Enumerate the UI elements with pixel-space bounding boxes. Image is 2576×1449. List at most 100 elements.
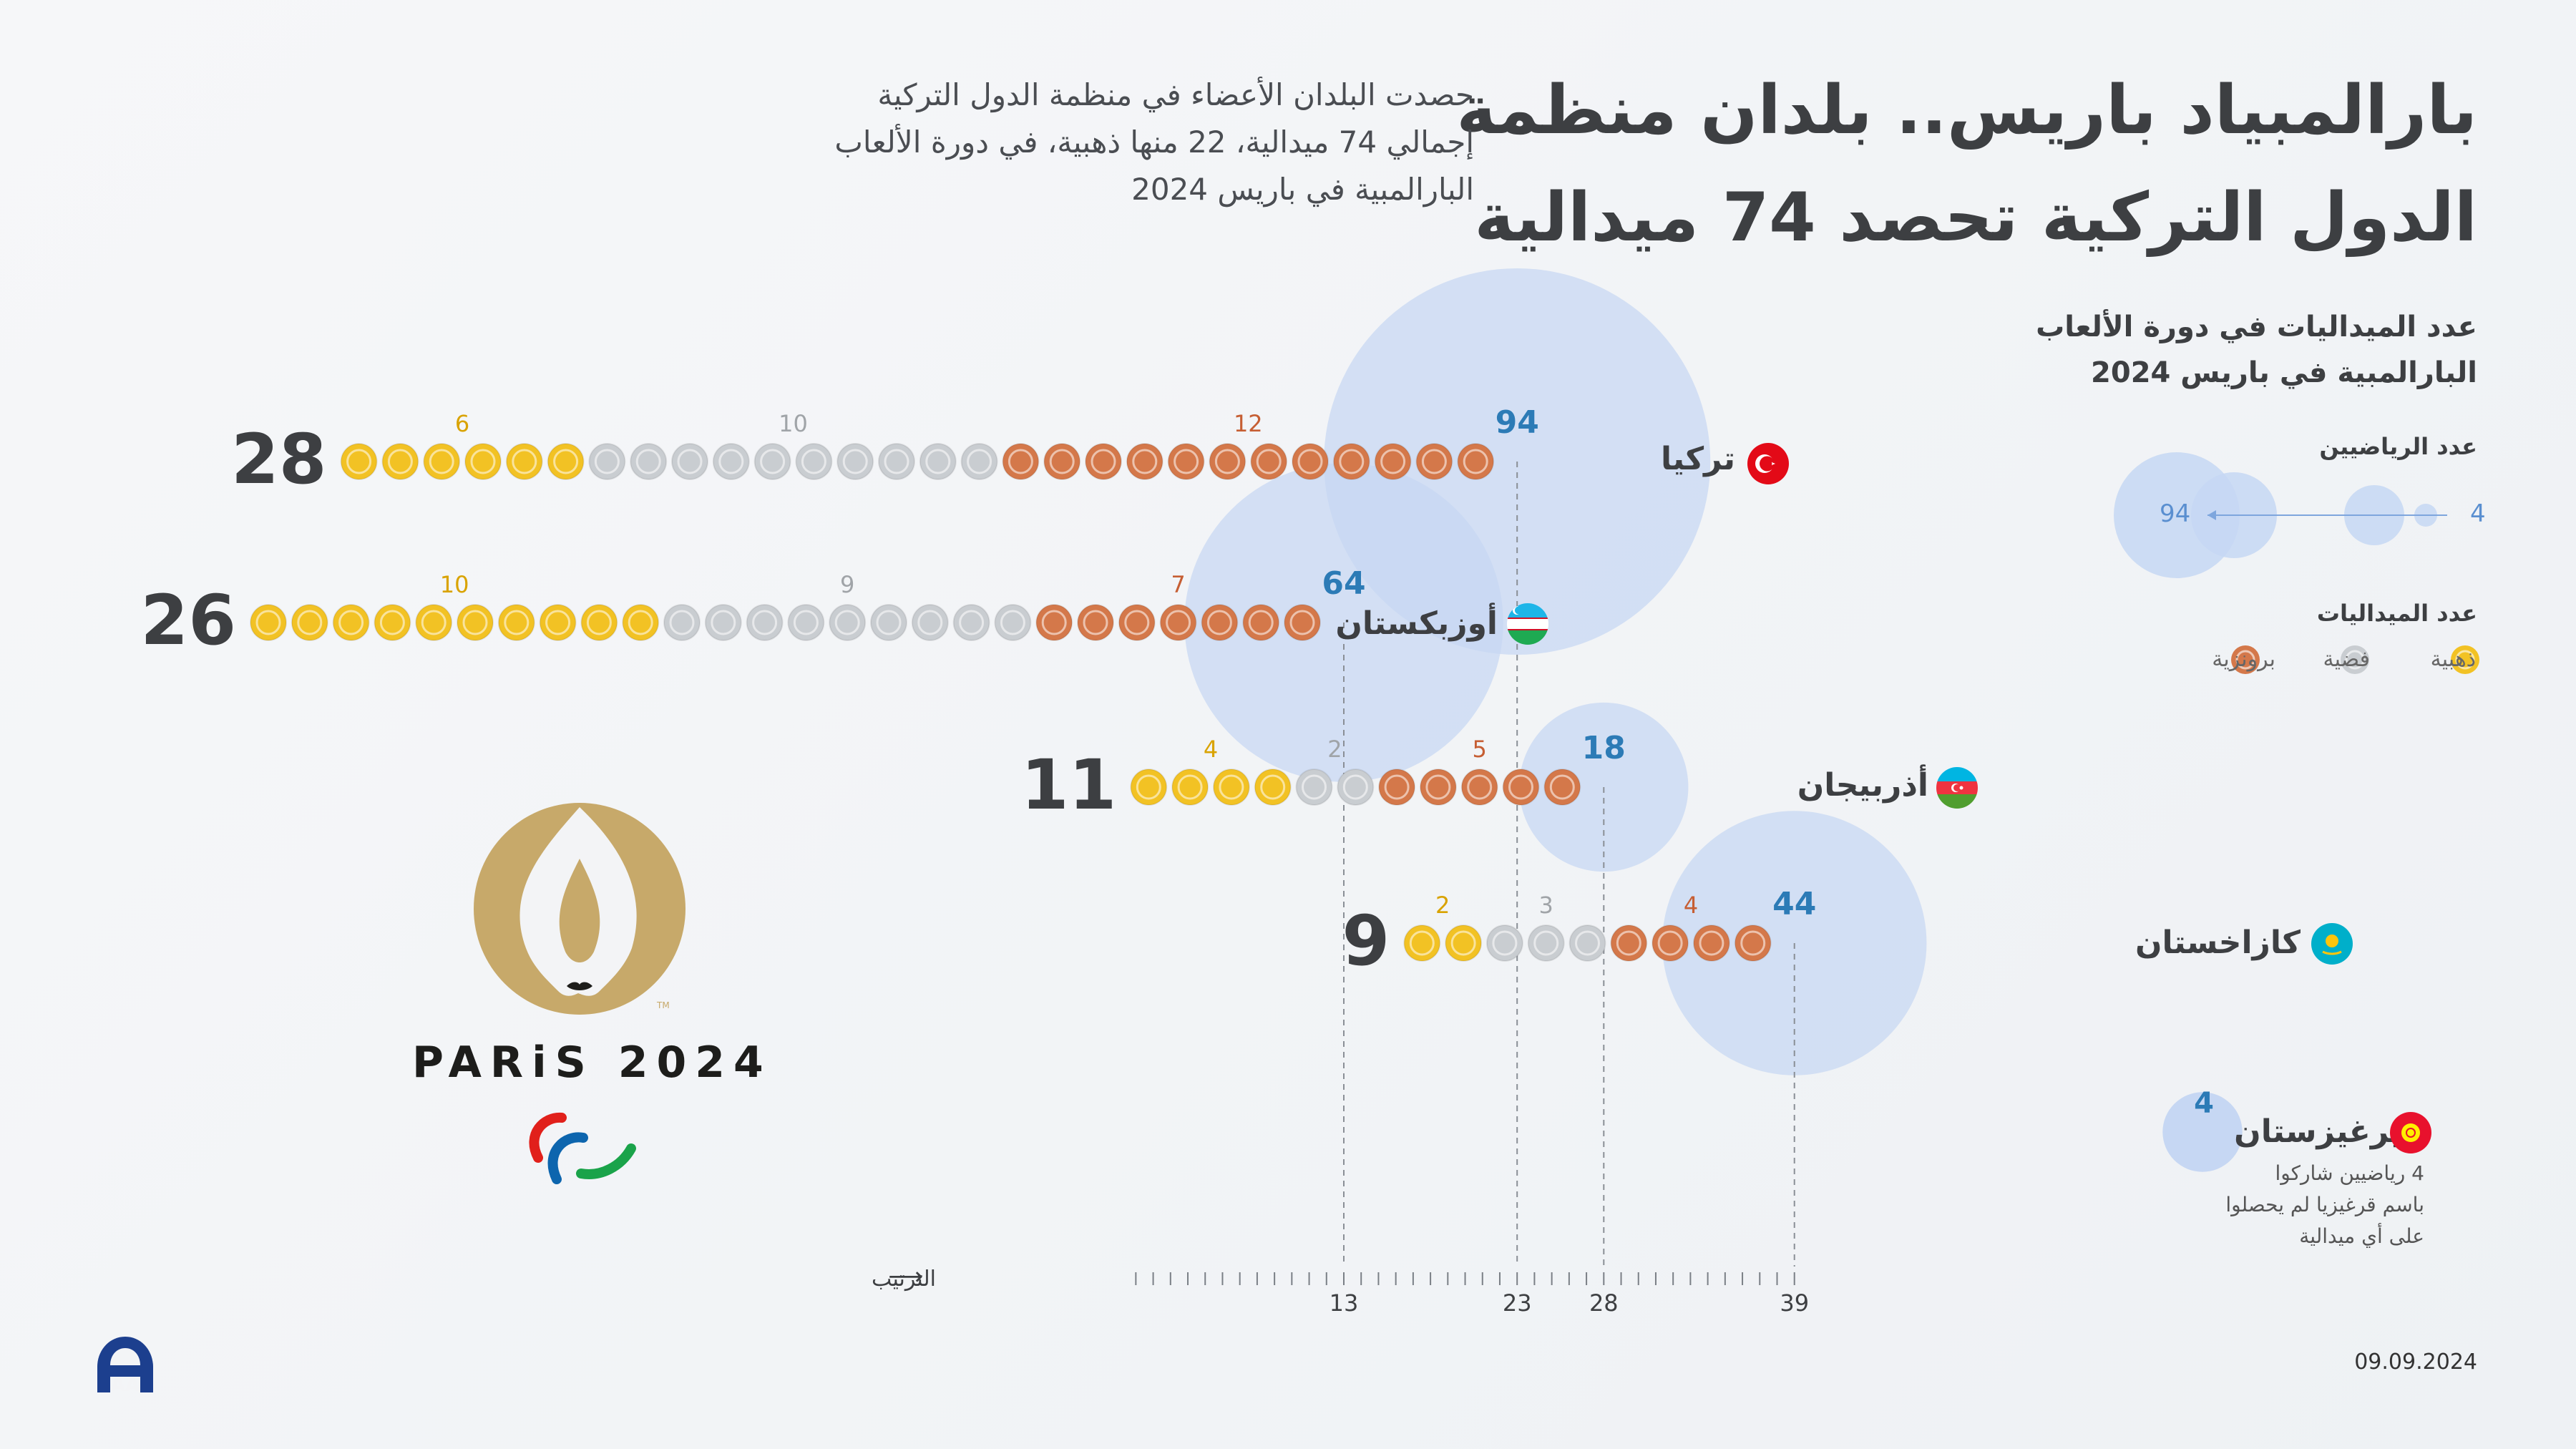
silver-medal: [829, 604, 867, 641]
silver-medal: [663, 604, 701, 641]
bronze-medal-rim: [1740, 930, 1766, 956]
rank-axis-title: الترتيب: [872, 1267, 936, 1292]
athletes-count-azerbaijan: 18: [1582, 730, 1626, 766]
silver-count-kazakhstan: 3: [1539, 892, 1553, 919]
paris-logo-face: [559, 859, 600, 962]
legend-medals-label: عدد الميداليات: [2316, 600, 2477, 627]
total-medals-turkey: 28: [231, 419, 327, 499]
bronze-medal: [1610, 924, 1648, 962]
silver-medal: [671, 443, 708, 480]
bronze-medal-rim: [1248, 610, 1274, 635]
athletes-count-kyrgyzstan: 4: [2194, 1087, 2214, 1120]
kazakhstan-flag-icon: [2311, 923, 2353, 965]
bronze-medal: [1159, 604, 1197, 641]
medals-layer: [250, 443, 1772, 962]
silver-medal: [952, 604, 990, 641]
azerbaijan-flag-icon: [1936, 767, 1978, 809]
gold-medal-rim: [512, 449, 537, 474]
subtitle-line-2: إجمالي 74 ميدالية، 22 منها ذهبية، في دور…: [834, 125, 1474, 160]
silver-count-turkey: 10: [779, 410, 808, 437]
bronze-medal-rim: [1380, 449, 1406, 474]
turkey-flag-icon: [1747, 443, 1789, 484]
bronze-medal: [1035, 604, 1073, 641]
bronze-medal: [1126, 443, 1163, 480]
gold-medal-rim: [504, 610, 530, 635]
paris-logo-lips: [567, 982, 592, 990]
gold-medal: [374, 604, 411, 641]
bronze-medal-rim: [1384, 774, 1410, 800]
bronze-count-azerbaijan: 5: [1473, 736, 1487, 763]
note-line-3: على أي ميدالية: [2299, 1224, 2424, 1248]
kyrgyzstan-flag-icon: [2390, 1112, 2431, 1153]
silver-medal-rim: [752, 610, 778, 635]
total-medals-uzbekistan: 26: [140, 580, 236, 660]
bronze-medal-rim: [1166, 610, 1191, 635]
silver-medal-rim: [1575, 930, 1601, 956]
legend-title-line-2: البارالمبية في باريس 2024: [2091, 356, 2477, 389]
bronze-medal: [1378, 769, 1416, 806]
silver-medal: [712, 443, 750, 480]
silver-medal-rim: [801, 449, 826, 474]
bronze-medal-rim: [1616, 930, 1641, 956]
bronze-medal-rim: [1083, 610, 1108, 635]
bronze-medal: [1543, 769, 1581, 806]
bronze-medal-rim: [1256, 449, 1282, 474]
gold-medal-rim: [1177, 774, 1203, 800]
silver-medal-rim: [1342, 774, 1368, 800]
bronze-medal: [1419, 769, 1457, 806]
gold-medal: [622, 604, 660, 641]
bronze-count-uzbekistan: 7: [1171, 571, 1185, 598]
bronze-medal-rim: [1549, 774, 1575, 800]
bronze-medal-rim: [1041, 610, 1067, 635]
silver-medal: [1337, 769, 1375, 806]
gold-medal-rim: [586, 610, 612, 635]
bronze-medal: [1242, 604, 1280, 641]
silver-medal-rim: [669, 610, 695, 635]
bronze-medal: [1209, 443, 1246, 480]
gold-count-azerbaijan: 4: [1204, 736, 1218, 763]
bronze-medal: [1167, 443, 1205, 480]
trademark-label: TM: [657, 1000, 670, 1010]
silver-medal: [870, 604, 907, 641]
gold-medal-rim: [387, 449, 413, 474]
uzbekistan-flag-icon: [1507, 603, 1548, 645]
gold-medal: [381, 443, 419, 480]
bronze-medal-rim: [1174, 449, 1199, 474]
bronze-medal: [1460, 769, 1498, 806]
bronze-medal: [1692, 924, 1730, 962]
gold-medal-rim: [628, 610, 653, 635]
rank-tick-label: 23: [1503, 1289, 1532, 1317]
gold-count-turkey: 6: [455, 410, 469, 437]
country-name-kazakhstan: كازاخستان: [2135, 924, 2301, 961]
legend-scale-arrow-icon: [2207, 510, 2216, 520]
gold-medal: [1130, 769, 1168, 806]
gold-medal-rim: [379, 610, 405, 635]
gold-medal-rim: [1136, 774, 1161, 800]
silver-medal-rim: [711, 610, 736, 635]
logo-layer: [474, 803, 686, 1184]
legend-gold-label: ذهبية: [2430, 647, 2476, 672]
gold-medal-rim: [553, 449, 579, 474]
silver-medal: [746, 604, 784, 641]
gold-medal: [464, 443, 502, 480]
silver-medal-rim: [635, 449, 661, 474]
rank-axis-arrow-icon: ⟶: [888, 1262, 923, 1291]
bronze-medal-rim: [1657, 930, 1683, 956]
country-name-azerbaijan: أذربيجان: [1797, 767, 1928, 804]
title-line-1: بارالمبياد باريس.. بلدان منظمة: [1456, 72, 2477, 150]
athletes-count-turkey: 94: [1496, 404, 1539, 441]
silver-medal-rim: [917, 610, 943, 635]
bronze-medal: [1374, 443, 1412, 480]
gold-medal: [415, 604, 453, 641]
bronze-medal-rim: [1206, 610, 1232, 635]
aa-logo-text: AA: [111, 1375, 140, 1395]
athletes-count-kazakhstan: 44: [1772, 886, 1816, 922]
silver-count-uzbekistan: 9: [840, 571, 854, 598]
aa-logo-icon: AA: [97, 1337, 153, 1396]
silver-medal-rim: [760, 449, 786, 474]
legend-bronze-medal-icon: [2231, 645, 2260, 674]
bronze-medal-rim: [1421, 449, 1447, 474]
legend-title-line-1: عدد الميداليات في دورة الألعاب: [2036, 311, 2477, 343]
